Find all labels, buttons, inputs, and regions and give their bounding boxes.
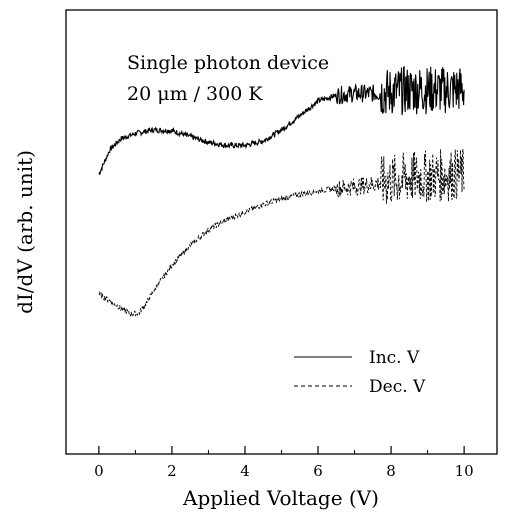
series-line-dec (98, 149, 465, 318)
y-axis-label: dI/dV (arb. unit) (13, 150, 37, 314)
x-axis-label: Applied Voltage (V) (182, 486, 379, 510)
x-axis-ticks: 0 2 4 6 8 10 (94, 446, 474, 480)
annotation-line-1: Single photon device (127, 52, 329, 74)
annotation-line-2: 20 μm / 300 K (127, 83, 263, 105)
x-tick-label: 6 (313, 462, 323, 480)
legend: Inc. V Dec. V (294, 348, 426, 397)
x-tick-label: 0 (94, 462, 104, 480)
series-line-inc (98, 65, 465, 176)
x-tick-label: 8 (386, 462, 396, 480)
legend-label-inc: Inc. V (369, 348, 420, 368)
legend-label-dec: Dec. V (369, 377, 426, 397)
x-tick-label: 2 (167, 462, 177, 480)
x-tick-label: 10 (455, 462, 474, 480)
x-tick-label: 4 (240, 462, 250, 480)
series-layer (98, 65, 465, 318)
